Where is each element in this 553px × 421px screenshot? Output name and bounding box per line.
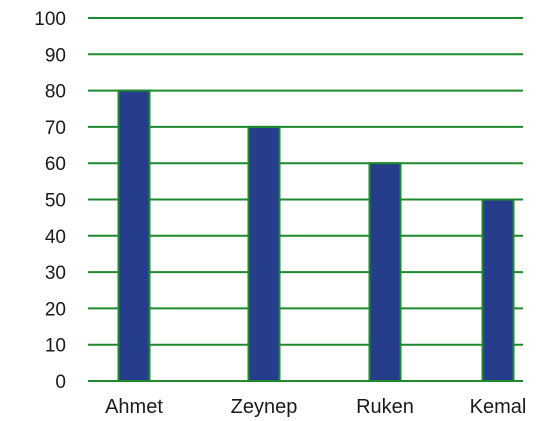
- y-tick-label: 20: [45, 299, 66, 320]
- bar-zeynep: [247, 125, 281, 383]
- y-tick-label: 40: [45, 227, 66, 248]
- y-tick-label: 90: [45, 45, 66, 66]
- x-category-label: Ahmet: [105, 396, 163, 418]
- x-axis-labels: Ahmet Zeynep Ruken Kemal: [105, 396, 526, 418]
- y-axis-ticks: 0 10 20 30 40 50 60 70 80 90 100: [34, 9, 66, 393]
- x-category-label: Zeynep: [231, 396, 298, 418]
- y-tick-label: 0: [55, 372, 66, 393]
- bars: [117, 89, 515, 383]
- y-tick-label: 70: [45, 118, 66, 139]
- bar-ahmet: [117, 89, 151, 382]
- y-tick-label: 50: [45, 191, 66, 212]
- y-tick-label: 10: [45, 336, 66, 357]
- y-tick-label: 30: [45, 263, 66, 284]
- x-category-label: Kemal: [470, 396, 527, 418]
- bar-ruken: [368, 162, 402, 382]
- y-tick-label: 100: [34, 9, 66, 30]
- gridlines: [88, 17, 523, 382]
- x-category-label: Ruken: [356, 396, 414, 418]
- y-tick-label: 80: [45, 82, 66, 103]
- bar-kemal: [481, 198, 515, 382]
- y-tick-label: 60: [45, 154, 66, 175]
